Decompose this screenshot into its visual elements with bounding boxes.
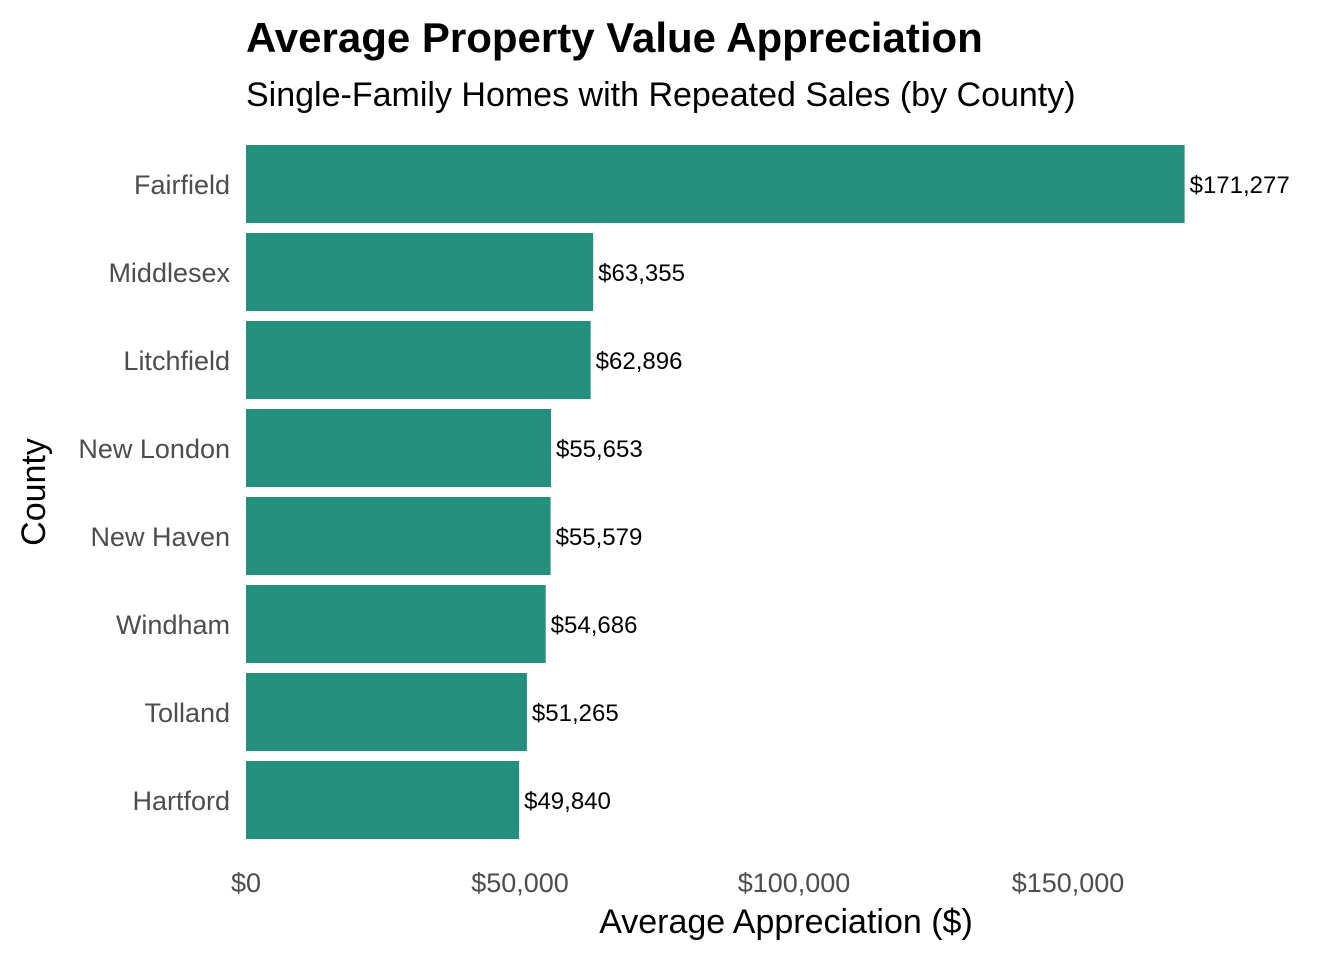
- category-label-middlesex: Middlesex: [108, 258, 230, 288]
- data-label-middlesex: $63,355: [598, 260, 685, 287]
- x-tick-label: $100,000: [738, 868, 851, 898]
- category-label-windham: Windham: [116, 610, 230, 640]
- bar-fairfield: [246, 145, 1185, 223]
- data-label-fairfield: $171,277: [1190, 172, 1290, 199]
- data-labels-group: $171,277 $63,355 $62,896 $55,653 $55,579 $54,…: [524, 172, 1290, 815]
- category-label-tolland: Tolland: [144, 698, 230, 728]
- data-label-new-haven: $55,579: [556, 524, 643, 551]
- y-axis-labels: Fairfield Middlesex Litchfield New London Ne…: [78, 170, 230, 816]
- bar-new-london: [246, 409, 551, 487]
- category-label-fairfield: Fairfield: [134, 170, 230, 200]
- x-axis-title: Average Appreciation ($): [599, 903, 973, 941]
- x-tick-label: $0: [231, 868, 261, 898]
- category-label-new-haven: New Haven: [90, 522, 230, 552]
- y-axis-title: County: [15, 438, 53, 546]
- x-tick-label: $150,000: [1012, 868, 1125, 898]
- chart-subtitle: Single-Family Homes with Repeated Sales …: [246, 76, 1076, 114]
- bars-group: [246, 145, 1185, 839]
- category-label-litchfield: Litchfield: [123, 346, 230, 376]
- data-label-windham: $54,686: [551, 612, 638, 639]
- bar-litchfield: [246, 321, 591, 399]
- bar-middlesex: [246, 233, 594, 311]
- chart-title: Average Property Value Appreciation: [246, 14, 983, 61]
- category-label-new-london: New London: [78, 434, 230, 464]
- category-label-hartford: Hartford: [132, 786, 230, 816]
- data-label-new-london: $55,653: [556, 436, 643, 463]
- data-label-hartford: $49,840: [524, 788, 611, 815]
- bar-tolland: [246, 673, 527, 751]
- x-tick-label: $50,000: [471, 868, 569, 898]
- bar-new-haven: [246, 497, 551, 575]
- data-label-litchfield: $62,896: [596, 348, 683, 375]
- bar-hartford: [246, 761, 520, 839]
- x-axis-ticks: $0 $50,000 $100,000 $150,000: [231, 868, 1124, 898]
- data-label-tolland: $51,265: [532, 700, 619, 727]
- bar-windham: [246, 585, 546, 663]
